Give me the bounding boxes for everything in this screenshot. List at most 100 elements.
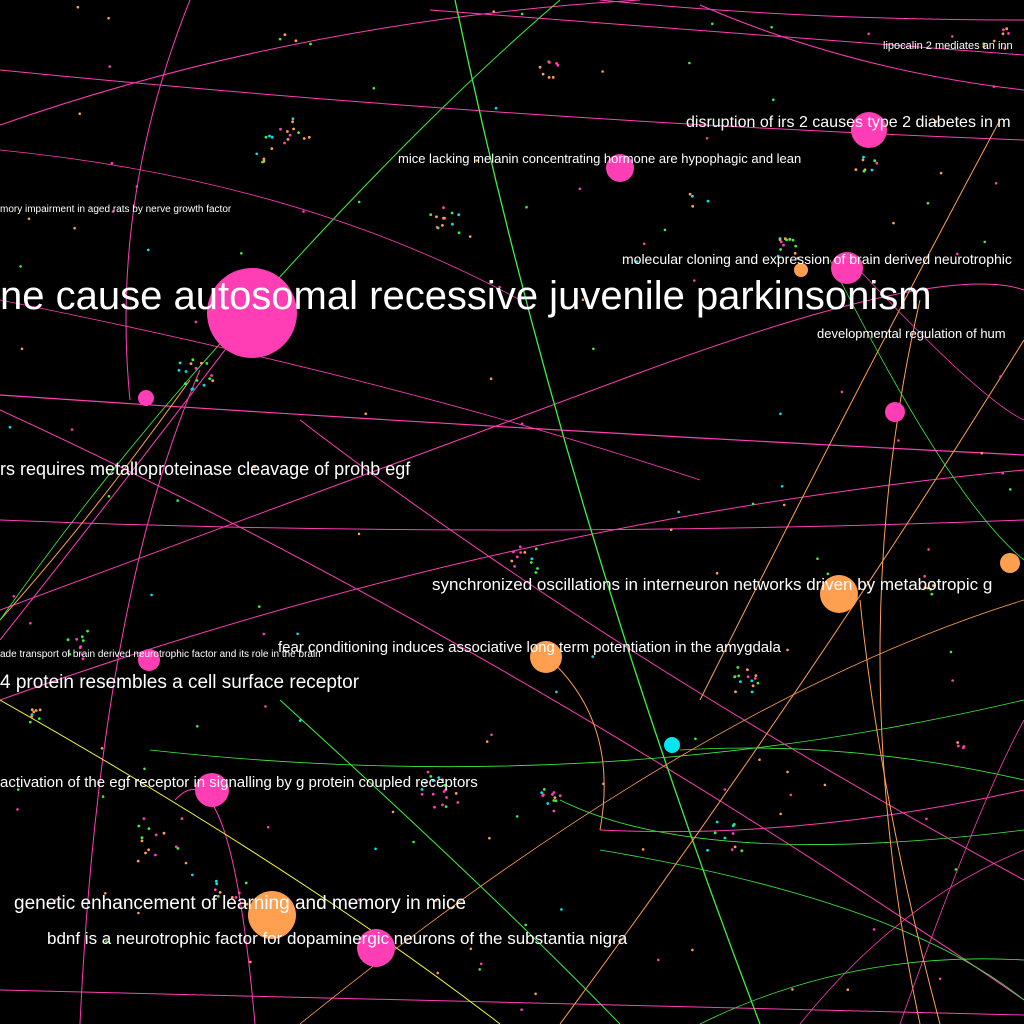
node-label-oscillations: synchronized oscillations in interneuron… [432, 575, 992, 594]
graph-node [606, 154, 634, 182]
small-node-dot [490, 733, 493, 737]
small-node-dot [437, 776, 441, 779]
edge-line [429, 9, 1024, 56]
small-node-dot [713, 831, 717, 835]
small-node-dot [926, 201, 930, 205]
small-node-dot [578, 187, 582, 191]
small-node-dot [431, 792, 435, 796]
small-node-dot [523, 551, 527, 554]
small-node-dot [213, 888, 217, 892]
small-node-dot [38, 708, 42, 712]
small-node-dot [711, 22, 714, 26]
small-node-dot [302, 137, 306, 140]
small-node-dot [441, 803, 444, 807]
small-node-dot [552, 791, 556, 794]
small-node-dot [688, 192, 692, 196]
small-node-dot [706, 199, 710, 203]
small-node-dot [934, 120, 938, 123]
small-node-dot [478, 968, 482, 971]
small-node-dot [826, 572, 830, 576]
edge-line [599, 789, 1024, 833]
small-node-dot [142, 817, 146, 820]
small-node-dot [86, 629, 89, 633]
small-node-dot [980, 451, 984, 455]
small-node-dot [30, 713, 34, 716]
small-node-dot [177, 368, 181, 372]
small-node-dot [555, 62, 558, 65]
small-node-dot [739, 680, 742, 683]
small-node-dot [520, 422, 524, 426]
small-node-dot [442, 790, 446, 793]
edge-line [829, 259, 1024, 561]
small-node-dot [786, 648, 789, 652]
small-node-dot [994, 182, 998, 185]
small-node-dot [862, 169, 866, 173]
small-node-dot [786, 770, 789, 774]
small-node-dot [215, 882, 219, 886]
small-node-dot [140, 836, 144, 840]
small-node-dot [262, 157, 266, 161]
small-node-dot [137, 824, 141, 828]
small-node-dot [892, 221, 895, 225]
edge-line [174, 789, 256, 1024]
small-node-dot [930, 592, 934, 596]
small-node-dot [78, 646, 82, 650]
small-node-dot [498, 285, 501, 289]
small-node-dot [669, 528, 673, 531]
small-node-dot [146, 248, 150, 252]
small-node-dot [926, 586, 930, 590]
small-node-dot [823, 783, 827, 787]
small-node-dot [999, 375, 1002, 378]
small-node-dot [750, 690, 754, 694]
small-node-dot [875, 161, 879, 165]
small-node-dot [780, 485, 784, 488]
small-node-dot [560, 908, 563, 911]
edge-line [699, 4, 1024, 91]
graph-node [248, 891, 296, 939]
small-node-dot [237, 891, 241, 895]
small-node-dot [80, 653, 84, 656]
graph-node [207, 268, 297, 358]
small-node-dot [939, 171, 943, 175]
small-node-dot [642, 242, 646, 246]
small-node-dot [489, 377, 493, 381]
node-label-lipocalin: lipocalin 2 mediates an inn [883, 40, 1013, 52]
small-node-dot [929, 587, 933, 591]
small-node-dot [230, 896, 234, 899]
small-node-dot [954, 868, 958, 871]
small-node-dot [927, 548, 930, 551]
small-node-dot [1005, 27, 1009, 31]
small-node-dot [441, 224, 444, 227]
small-node-dot [441, 778, 444, 782]
small-node-dot [190, 387, 194, 391]
small-node-dot [423, 781, 427, 785]
small-node-dot [283, 141, 286, 145]
small-node-dot [457, 213, 461, 217]
small-node-dot [938, 977, 942, 981]
small-node-dot [754, 674, 758, 677]
small-node-dot [816, 557, 819, 560]
small-node-dot [105, 940, 108, 943]
small-node-dot [278, 37, 282, 41]
graph-node [794, 263, 808, 277]
graph-node [820, 575, 858, 613]
small-node-dot [552, 809, 556, 813]
small-node-dot [104, 892, 107, 895]
edge-line [0, 519, 1024, 531]
small-node-dot [429, 775, 433, 778]
small-node-dot [147, 848, 151, 852]
small-node-dot [73, 226, 76, 230]
small-node-dot [854, 168, 858, 172]
small-node-dot [485, 740, 489, 743]
small-node-dot [391, 810, 395, 814]
edge-line [599, 849, 1024, 1001]
small-node-dot [184, 382, 187, 385]
small-node-dot [541, 72, 545, 76]
small-node-dot [983, 240, 986, 244]
small-node-dot [442, 206, 445, 210]
small-node-dot [191, 873, 194, 877]
small-node-dot [445, 796, 448, 799]
small-node-dot [174, 845, 178, 849]
small-node-dot [723, 788, 727, 791]
